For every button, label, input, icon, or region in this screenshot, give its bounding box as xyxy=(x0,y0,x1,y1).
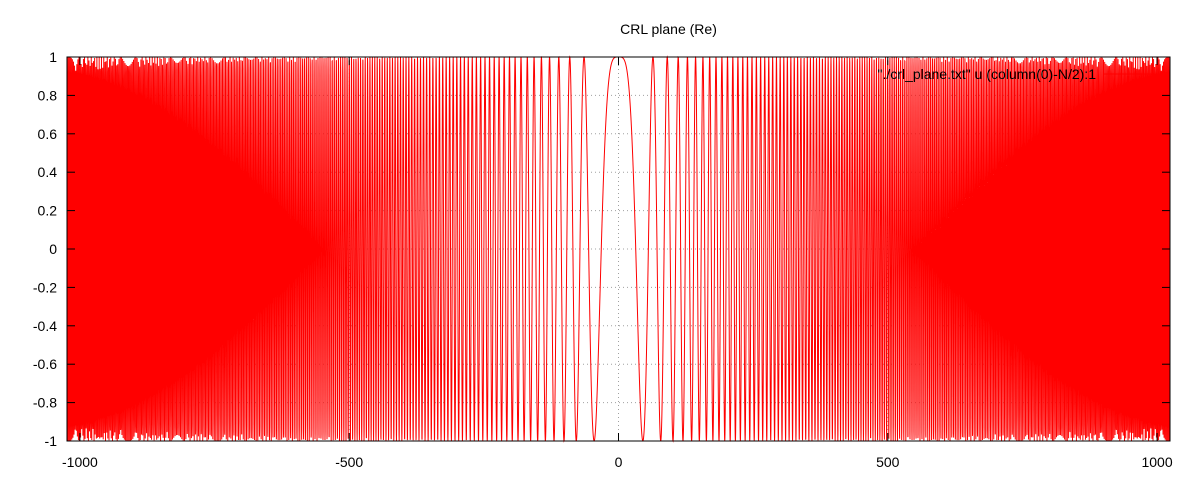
x-tick-label: 500 xyxy=(876,454,900,470)
chart-title: CRL plane (Re) xyxy=(620,21,717,37)
y-tick-label: -0.2 xyxy=(33,279,57,295)
x-tick-label: 0 xyxy=(615,454,623,470)
legend: "./crl_plane.txt" u (column(0)-N/2):1 xyxy=(878,66,1152,82)
y-tick-label: 0.8 xyxy=(38,87,58,103)
plot-border xyxy=(66,56,1171,442)
x-tick-label: -500 xyxy=(335,454,363,470)
x-tick-label: 1000 xyxy=(1141,454,1172,470)
y-tick-label: -0.8 xyxy=(33,395,57,411)
y-tick-label: 0.2 xyxy=(38,203,58,219)
y-tick-label: 0.4 xyxy=(38,164,58,180)
y-tick-label: 0 xyxy=(49,241,57,257)
legend-label: "./crl_plane.txt" u (column(0)-N/2):1 xyxy=(878,66,1097,82)
y-tick-label: -0.4 xyxy=(33,318,57,334)
y-tick-label: 0.6 xyxy=(38,126,58,142)
axes: 1 0.8 0.6 0.4 0.2 0 -0.2 -0.4 -0.6 -0.8 -1-1000 -50… xyxy=(33,49,1173,470)
y-tick-label: -1 xyxy=(45,433,58,449)
y-tick-label: 1 xyxy=(49,49,57,65)
x-tick-label: -1000 xyxy=(62,454,98,470)
y-tick-label: -0.6 xyxy=(33,356,57,372)
